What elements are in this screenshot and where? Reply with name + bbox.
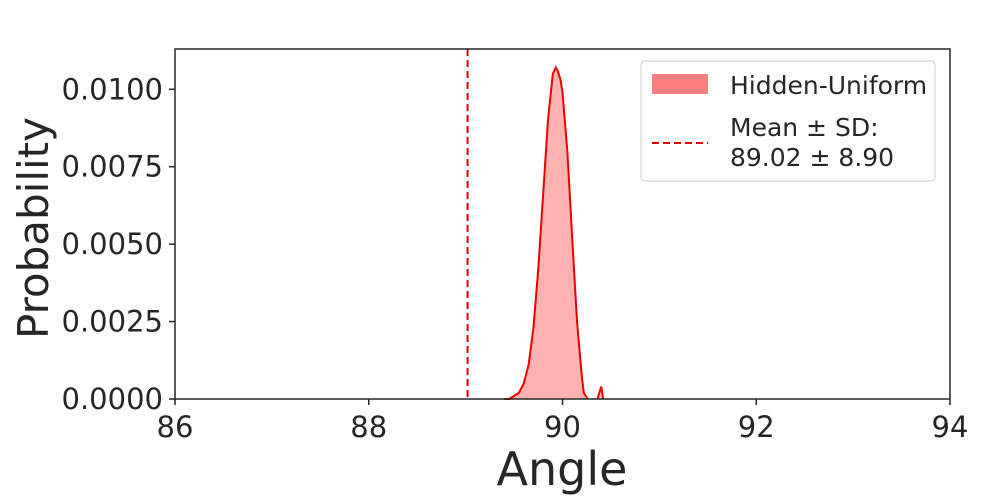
y-tick-label: 0.0100 <box>62 72 163 106</box>
y-tick-label: 0.0050 <box>62 227 163 261</box>
series-area-0 <box>504 67 588 399</box>
y-tick-label: 0.0000 <box>62 382 163 416</box>
series-line-0 <box>504 65 589 400</box>
legend-label-mean-sd-line2: 89.02 ± 8.90 <box>730 143 894 172</box>
y-axis-title: Probability <box>9 117 58 339</box>
x-tick-label: 88 <box>350 410 387 444</box>
x-tick-label: 86 <box>157 410 194 444</box>
legend-label-hidden-uniform: Hidden-Uniform <box>730 71 927 100</box>
legend: Hidden-Uniform Mean ± SD: 89.02 ± 8.90 <box>640 60 936 182</box>
x-axis: 86 88 90 92 94 <box>157 399 969 444</box>
legend-box <box>640 60 936 182</box>
y-tick-label: 0.0075 <box>62 150 163 184</box>
plot-marks <box>466 49 605 400</box>
x-tick-label: 92 <box>738 410 775 444</box>
x-tick-label: 90 <box>544 410 581 444</box>
y-tick-label: 0.0025 <box>62 305 163 339</box>
legend-label-mean-sd-line1: Mean ± SD: <box>730 113 879 142</box>
x-axis-title: Angle <box>497 442 628 496</box>
y-axis: 0.0000 0.0025 0.0050 0.0075 0.0100 <box>62 72 175 416</box>
legend-swatch-hidden-uniform <box>652 74 708 94</box>
series-line-1 <box>596 386 605 400</box>
x-tick-label: 94 <box>932 410 969 444</box>
